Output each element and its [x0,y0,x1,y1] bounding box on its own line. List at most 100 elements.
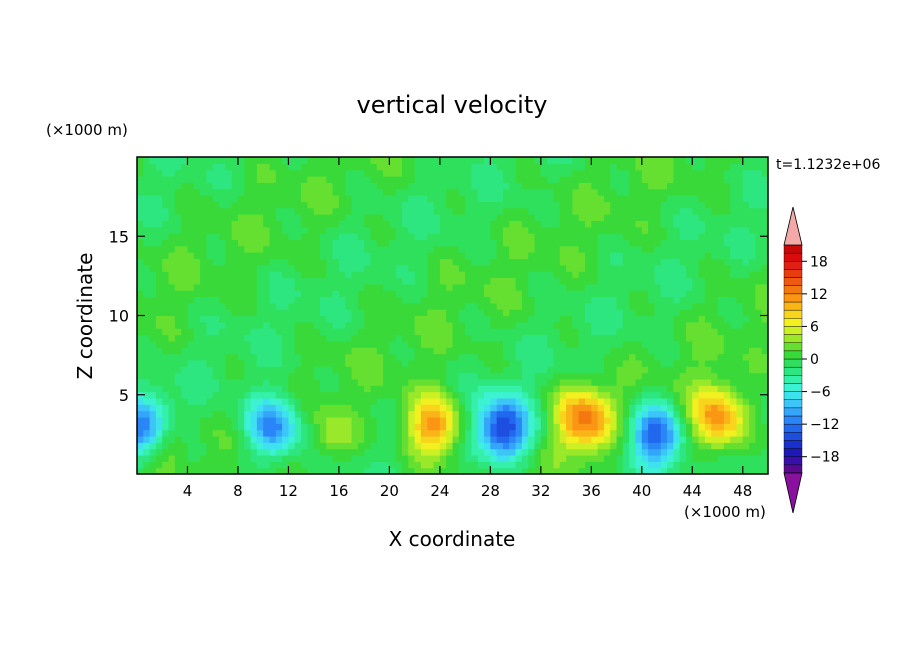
field-cell [711,214,719,221]
field-cell [294,429,302,437]
field-cell [597,321,605,329]
field-cell [326,454,334,462]
field-cell [610,169,618,177]
field-cell [332,347,340,355]
field-cell [496,207,504,215]
field-cell [458,397,466,405]
field-cell [439,347,447,355]
field-cell [704,340,712,348]
field-cell [578,258,586,266]
field-cell [389,378,397,386]
field-cell [162,347,170,355]
field-cell [446,188,454,196]
field-cell [168,233,176,241]
field-cell [338,366,346,374]
field-cell [408,245,416,253]
field-cell [534,220,542,228]
field-cell [736,385,744,393]
field-cell [351,207,359,215]
field-cell [364,214,372,221]
field-cell [294,467,302,474]
field-cell [629,347,637,355]
field-cell [168,321,176,329]
field-cell [168,404,176,412]
field-cell [692,315,700,323]
field-cell [307,264,315,272]
field-cell [654,258,662,266]
field-cell [736,321,744,329]
field-cell [408,271,416,279]
field-cell [420,157,428,164]
field-cell [616,359,624,367]
field-cell [585,321,592,329]
field-cell [641,188,649,196]
field-cell [181,397,189,405]
field-cell [717,176,725,183]
field-cell [704,182,712,190]
field-cell [244,258,252,266]
field-cell [698,188,706,196]
field-cell [641,220,649,228]
field-cell [667,226,674,234]
field-cell [313,264,321,272]
field-cell [452,290,460,298]
field-cell [692,454,700,462]
field-cell [515,385,523,393]
field-cell [219,359,226,367]
field-cell [301,416,308,424]
field-cell [616,258,624,266]
field-cell [181,220,189,228]
field-cell [231,328,239,336]
field-cell [603,378,611,386]
field-cell [256,188,264,196]
field-cell [181,321,189,329]
field-cell [244,176,252,183]
field-cell [364,182,372,190]
field-cell [641,252,649,260]
field-cell [723,188,731,196]
field-cell [585,290,592,298]
field-cell [654,296,662,304]
field-cell [572,385,580,393]
field-cell [502,372,510,380]
field-cell [559,233,567,241]
field-cell [446,461,454,469]
field-cell [736,226,744,234]
field-cell [187,454,195,462]
field-cell [155,454,163,462]
field-cell [332,252,340,260]
field-cell [578,169,586,177]
field-cell [212,233,220,241]
field-cell [711,372,719,380]
field-cell [364,271,372,279]
field-cell [704,290,712,298]
field-cell [742,207,750,215]
field-cell [427,195,435,202]
field-cell [465,334,473,342]
field-cell [502,467,510,474]
field-cell [137,416,144,424]
field-cell [269,290,277,298]
field-cell [376,264,384,272]
field-cell [502,220,510,228]
field-cell [187,252,195,260]
field-cell [364,207,372,215]
field-cell [427,328,435,336]
field-cell [736,448,744,456]
field-cell [420,435,428,443]
field-cell [162,214,170,221]
field-cell [616,467,624,474]
field-cell [641,359,649,367]
field-cell [685,435,693,443]
field-cell [540,334,548,342]
field-cell [610,461,618,469]
field-cell [364,423,372,431]
field-cell [237,321,245,329]
field-cell [168,397,176,405]
field-cell [294,397,302,405]
field-cell [521,245,529,253]
field-cell [711,359,719,367]
field-cell [723,429,731,437]
field-cell [307,163,315,171]
field-cell [528,397,536,405]
